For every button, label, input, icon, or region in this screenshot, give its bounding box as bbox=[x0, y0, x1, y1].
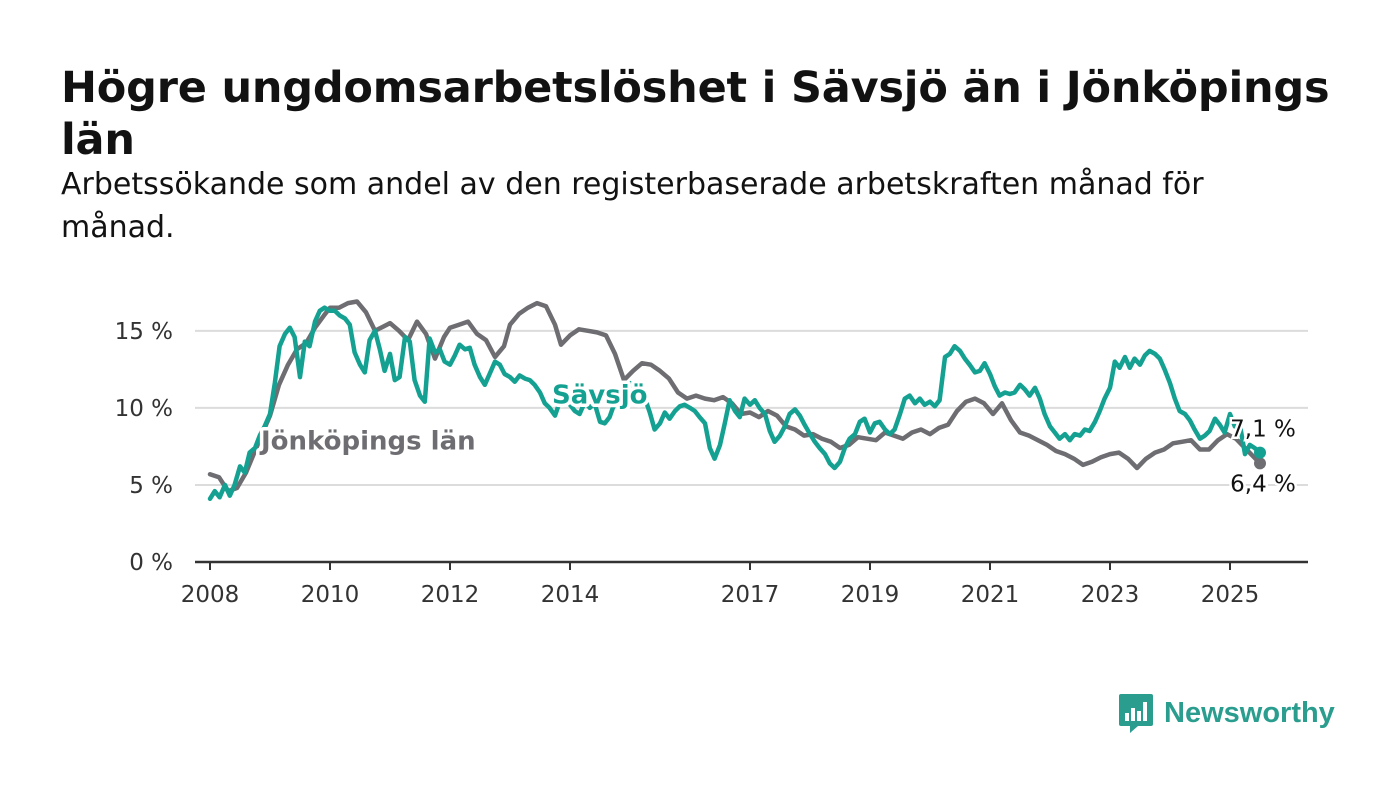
end-value-label-0: 6,4 % bbox=[1230, 471, 1296, 497]
series-label-0: Jönköpings län bbox=[259, 426, 476, 456]
chart-subtitle: Arbetssökande som andel av den registerb… bbox=[61, 167, 1204, 245]
x-tick-label: 2025 bbox=[1201, 582, 1260, 608]
x-tick-label: 2014 bbox=[541, 582, 600, 608]
x-tick-label: 2023 bbox=[1081, 582, 1140, 608]
logo-text: Newsworthy bbox=[1164, 696, 1335, 729]
series-labels: Jönköpings län 6,4 % Sävsjö 7,1 % bbox=[256, 377, 1299, 500]
y-tick-label: 0 % bbox=[129, 550, 173, 576]
newsworthy-logo: Newsworthy bbox=[1118, 690, 1335, 736]
x-tick-label: 2017 bbox=[721, 582, 780, 608]
y-axis-ticks: 0 % 5 % 10 % 15 % bbox=[115, 319, 173, 576]
end-value-label-1: 7,1 % bbox=[1230, 417, 1296, 443]
x-tick-label: 2021 bbox=[961, 582, 1020, 608]
chart-title: Högre ungdomsarbetslöshet i Sävsjö än i … bbox=[61, 63, 1330, 165]
y-tick-label: 10 % bbox=[115, 396, 173, 422]
gridlines bbox=[195, 329, 1308, 564]
series-end-point-1 bbox=[1254, 446, 1266, 459]
series-lines bbox=[207, 299, 1266, 502]
x-tick-label: 2019 bbox=[841, 582, 900, 608]
y-tick-label: 15 % bbox=[115, 319, 173, 345]
bar-chart-speech-bubble-icon bbox=[1119, 694, 1153, 733]
y-tick-label: 5 % bbox=[129, 473, 173, 499]
x-axis-ticks: 2008 2010 2012 2014 2017 2019 2021 2023 2025 bbox=[181, 562, 1260, 608]
series-end-point-0 bbox=[1254, 457, 1266, 470]
x-tick-label: 2010 bbox=[301, 582, 360, 608]
series-line-1 bbox=[207, 305, 1263, 502]
series-label-1: Sävsjö bbox=[552, 380, 647, 410]
x-tick-label: 2012 bbox=[421, 582, 480, 608]
x-tick-label: 2008 bbox=[181, 582, 240, 608]
